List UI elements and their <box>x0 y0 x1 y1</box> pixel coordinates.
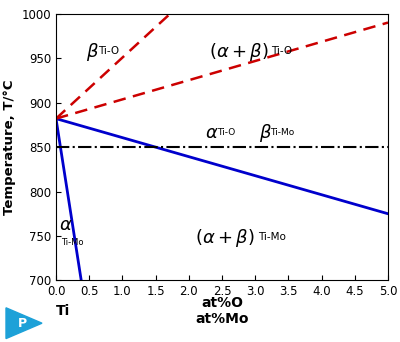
Text: $\beta$: $\beta$ <box>86 41 99 63</box>
Text: Ti-O: Ti-O <box>271 47 292 56</box>
Text: Ti: Ti <box>56 304 70 318</box>
Y-axis label: Temperature, T/°C: Temperature, T/°C <box>3 79 16 215</box>
Text: $\alpha$: $\alpha$ <box>59 216 73 234</box>
Text: Ti-O: Ti-O <box>98 47 120 56</box>
Text: Ti-Mo: Ti-Mo <box>258 232 286 242</box>
Text: P: P <box>18 317 26 330</box>
Text: Ti-Mo: Ti-Mo <box>270 128 294 137</box>
Text: Ti-O: Ti-O <box>217 128 235 137</box>
Text: $\alpha$: $\alpha$ <box>206 124 219 142</box>
Polygon shape <box>6 308 42 339</box>
Text: $\beta$: $\beta$ <box>258 122 272 144</box>
Text: at%Mo: at%Mo <box>195 312 249 326</box>
Text: at%O: at%O <box>201 296 243 310</box>
Text: Ti-Mo: Ti-Mo <box>61 238 83 247</box>
Text: $(\alpha+\beta)$: $(\alpha+\beta)$ <box>209 41 269 63</box>
Text: $(\alpha+\beta)$: $(\alpha+\beta)$ <box>196 227 255 249</box>
